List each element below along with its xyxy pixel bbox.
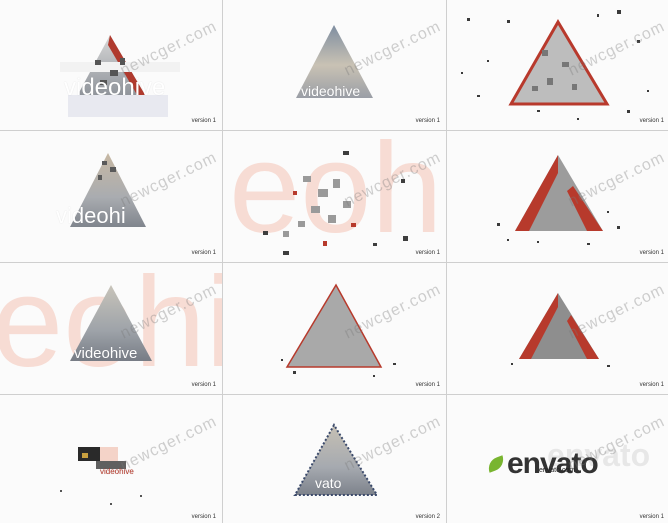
shattered-triangle-art <box>497 155 620 245</box>
preview-frame-4[interactable]: videohi newcger.com version 1 <box>0 131 222 262</box>
shattered-triangle-art <box>281 283 396 377</box>
version-label: version 2 <box>415 514 440 520</box>
preview-frame-11[interactable]: vato newcger.com version 2 <box>223 395 446 523</box>
version-label: version 1 <box>639 250 664 256</box>
version-label: version 1 <box>191 250 216 256</box>
preview-frame-7[interactable]: eohi videohive newcger.com version 1 <box>0 263 222 394</box>
triangle-art <box>60 35 180 117</box>
preview-frame-2[interactable]: videohive newcger.com version 1 <box>223 0 446 130</box>
version-label: version 1 <box>639 514 664 520</box>
triangle-art <box>296 25 373 98</box>
videohive-text: videohive <box>64 74 166 101</box>
version-label: version 1 <box>415 250 440 256</box>
videohive-text: videohive <box>301 83 361 99</box>
version-label: version 1 <box>415 118 440 124</box>
version-label: version 1 <box>415 382 440 388</box>
preview-frame-3[interactable]: newcger.com version 1 <box>447 0 668 130</box>
version-label: version 1 <box>639 118 664 124</box>
logo-glitch-art <box>60 447 142 505</box>
preview-frame-12[interactable]: envato envato envato.com newcger.com ver… <box>447 395 668 523</box>
preview-frame-5[interactable]: eoh newcger.com version 1 <box>223 131 446 262</box>
triangle-art <box>70 285 152 361</box>
envato-leaf-icon <box>485 455 507 473</box>
videohive-text: videohive <box>74 345 138 362</box>
envato-wordmark: envato <box>507 447 599 480</box>
envato-text: vato <box>315 475 342 491</box>
envato-ghost-text: envato <box>547 437 651 473</box>
shattered-triangle-art <box>461 10 649 120</box>
envato-logo: envato <box>485 447 599 481</box>
shattered-triangle-art <box>511 293 610 367</box>
preview-frame-10[interactable]: videohive newcger.com version 1 <box>0 395 222 523</box>
envato-url: envato.com <box>539 467 576 474</box>
preview-frame-1[interactable]: videohive newcger.com version 1 <box>0 0 222 130</box>
version-label: version 1 <box>191 382 216 388</box>
preview-frame-6[interactable]: newcger.com version 1 <box>447 131 668 262</box>
triangle-art <box>293 423 379 496</box>
preview-frame-8[interactable]: newcger.com version 1 <box>223 263 446 394</box>
videohive-text: videohi <box>56 203 126 228</box>
triangle-art <box>70 153 146 227</box>
exploding-shards-art <box>263 151 408 255</box>
preview-frame-9[interactable]: newcger.com version 1 <box>447 263 668 394</box>
version-label: version 1 <box>191 118 216 124</box>
version-label: version 1 <box>191 514 216 520</box>
version-label: version 1 <box>639 382 664 388</box>
videohive-text: videohive <box>100 467 134 476</box>
